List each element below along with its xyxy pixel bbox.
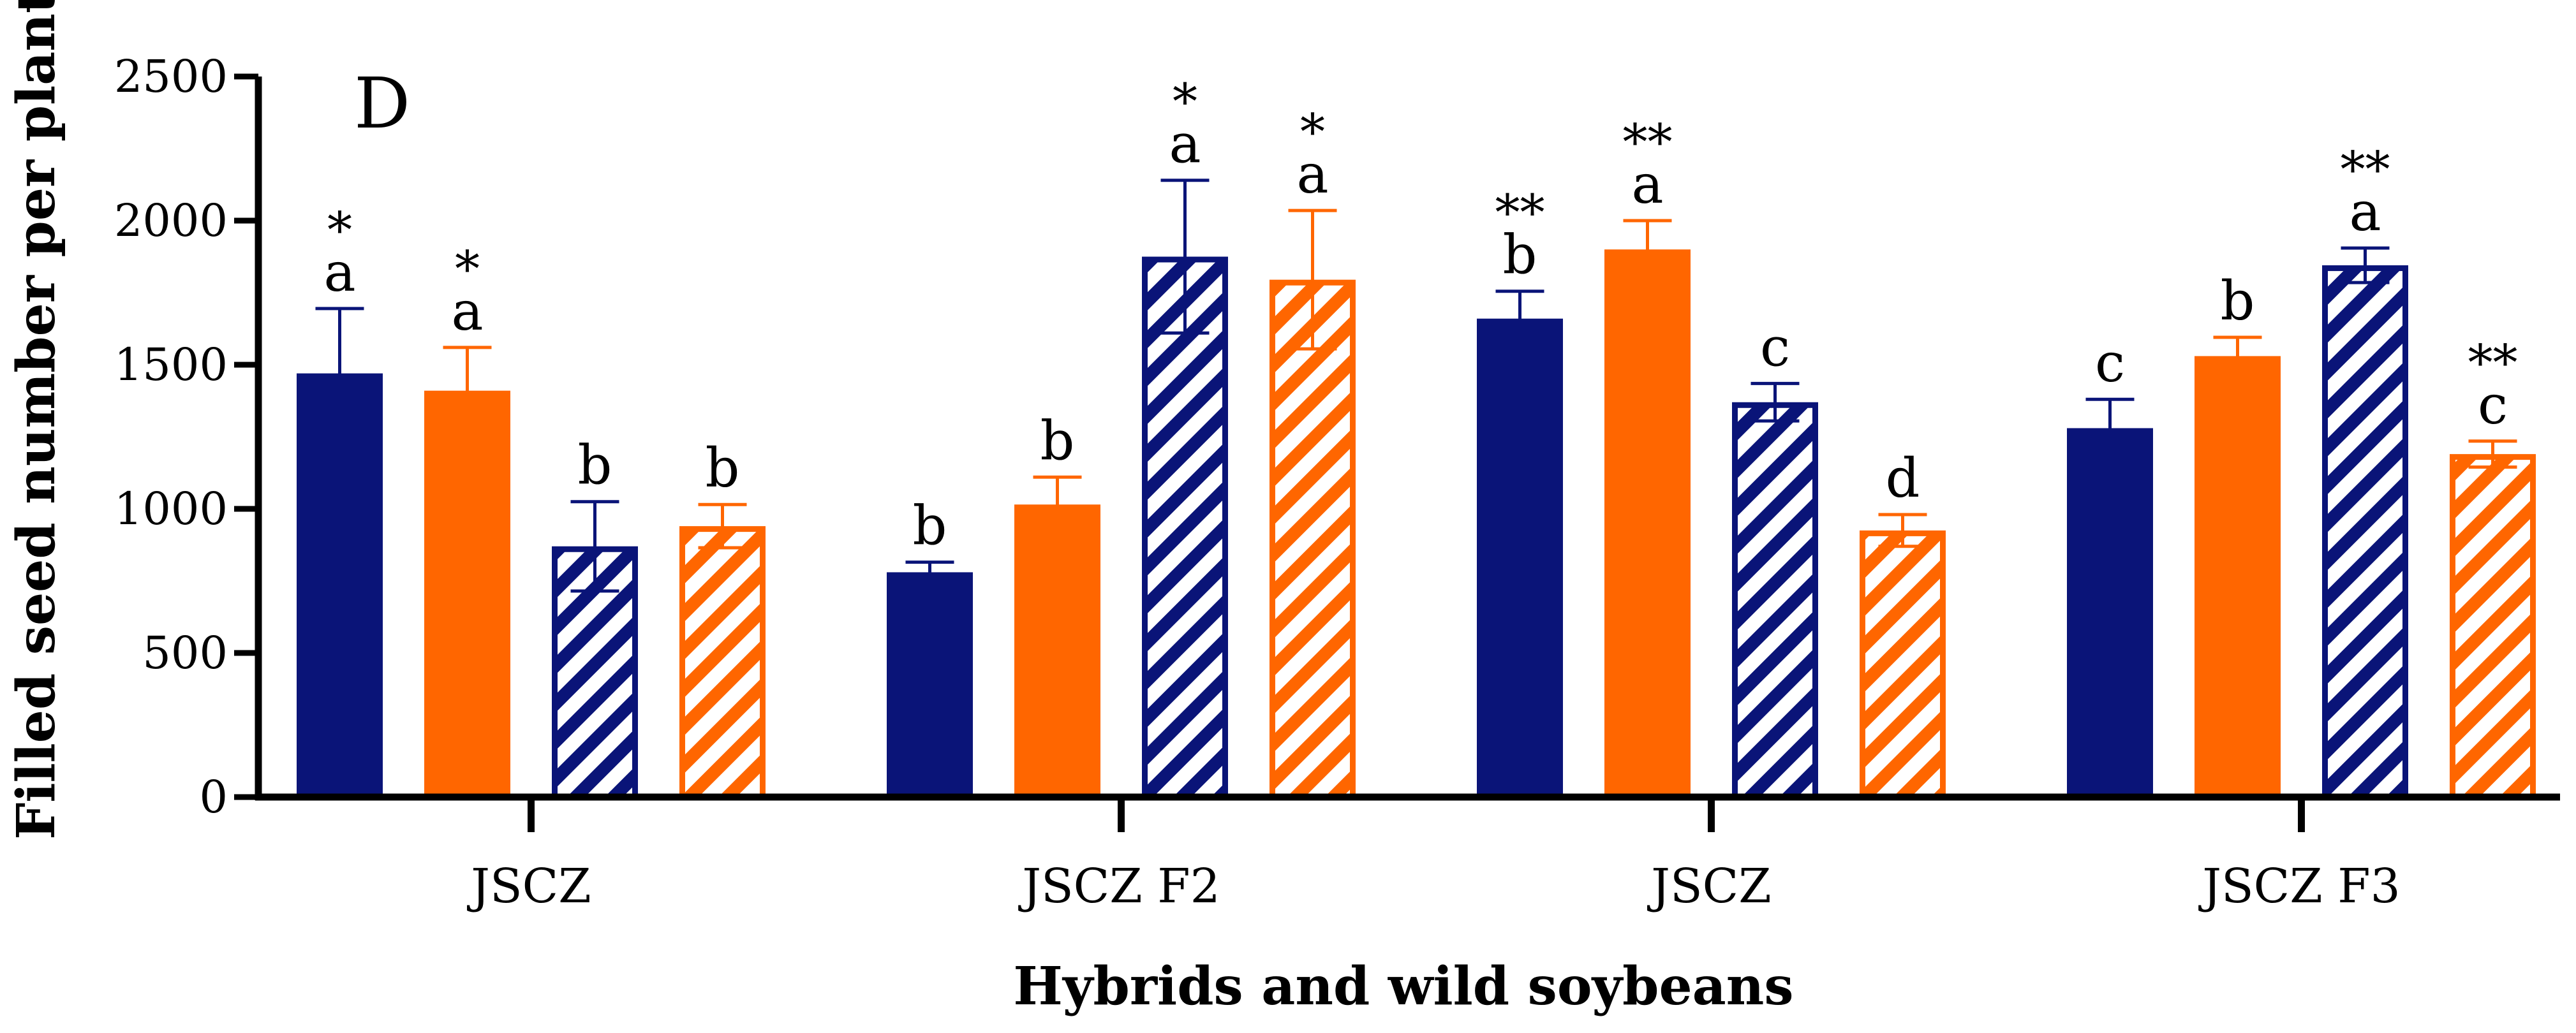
x-axis-title: Hybrids and wild soybeans: [1013, 956, 1793, 1017]
y-tick-label: 2500: [114, 50, 228, 103]
significance-stars: **: [2468, 335, 2518, 392]
bar: [1604, 249, 1691, 797]
x-category-label: JSCZ F3: [2198, 859, 2400, 914]
y-tick-label: 1000: [114, 483, 228, 535]
bar: [1269, 279, 1356, 800]
significance-letter: a: [1631, 153, 1663, 216]
significance-letter: a: [1169, 113, 1201, 175]
bar: [1477, 318, 1563, 797]
significance-letter: c: [2478, 374, 2508, 436]
significance-letter: b: [1040, 409, 1075, 472]
bar: [1142, 256, 1228, 800]
significance-stars: **: [1623, 114, 1673, 172]
bar: [1014, 504, 1100, 797]
significance-letter: a: [323, 241, 355, 304]
significance-stars: *: [327, 202, 352, 260]
bar: [887, 572, 973, 797]
significance-letter: b: [578, 434, 612, 497]
y-tick-label: 1500: [114, 339, 228, 391]
significance-stars: *: [1173, 74, 1197, 131]
panel-label: D: [354, 62, 410, 144]
significance-letter: d: [1886, 447, 1920, 509]
bar: [1732, 402, 1818, 800]
significance-stars: *: [455, 241, 480, 298]
y-tick-label: 500: [142, 627, 228, 679]
significance-letter: b: [2221, 270, 2255, 332]
significance-stars: *: [1300, 104, 1325, 161]
significance-letter: b: [1503, 224, 1537, 286]
bars-layer: [297, 179, 2536, 800]
significance-stars: **: [1495, 185, 1545, 242]
bar: [2067, 428, 2153, 797]
significance-stars: **: [2341, 142, 2390, 199]
bar: [1860, 530, 1946, 800]
significance-letter: a: [2349, 180, 2381, 243]
bar: [2450, 454, 2536, 800]
y-tick-label: 0: [199, 771, 228, 823]
y-tick-label: 2000: [114, 194, 228, 247]
x-category-label: JSCZ: [466, 859, 591, 914]
bar: [297, 373, 383, 797]
significance-letter: b: [913, 495, 947, 557]
significance-letter: a: [451, 280, 483, 342]
ticks-layer: 0 500 1000 1500 2000 2500: [114, 50, 2305, 832]
bar: [679, 526, 766, 800]
significance-letter: b: [706, 437, 740, 499]
bar: [2195, 356, 2281, 797]
y-axis-title: Filled seed number per plant: [6, 0, 67, 840]
significance-letter: c: [2095, 332, 2125, 394]
x-category-label: JSCZ: [1647, 859, 1771, 914]
axes-layer: [255, 77, 2560, 801]
x-category-label: JSCZ F2: [1018, 859, 1220, 914]
significance-letter: a: [1296, 143, 1328, 205]
bar: [424, 390, 510, 797]
bar: [2322, 265, 2408, 800]
significance-letter: c: [1760, 316, 1790, 378]
